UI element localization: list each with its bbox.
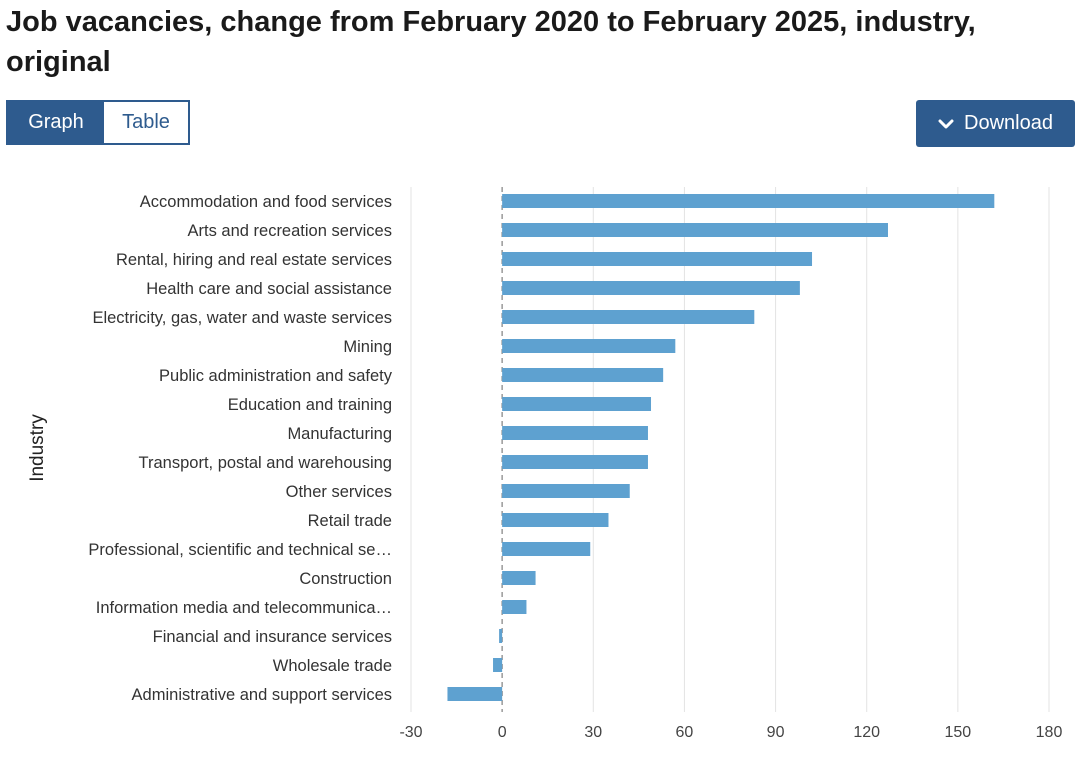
category-label: Wholesale trade [273, 657, 392, 675]
bar[interactable] [502, 455, 648, 469]
bar[interactable] [499, 629, 503, 643]
bar[interactable] [502, 513, 609, 527]
category-label: Electricity, gas, water and waste servic… [92, 309, 392, 327]
bar[interactable] [502, 397, 652, 411]
bar-layer [447, 194, 995, 701]
x-tick-label: 120 [853, 724, 880, 741]
category-label: Construction [299, 570, 392, 588]
x-tick-label: 0 [498, 724, 507, 741]
table-tab[interactable]: Table [104, 102, 188, 143]
x-tick-label: -30 [399, 724, 422, 741]
category-label: Professional, scientific and technical s… [88, 541, 392, 559]
bar[interactable] [502, 252, 813, 266]
bar[interactable] [502, 484, 630, 498]
category-label: Mining [343, 338, 392, 356]
x-tick-label: 180 [1036, 724, 1063, 741]
category-label: Transport, postal and warehousing [139, 454, 392, 472]
category-label: Public administration and safety [159, 367, 393, 385]
category-label: Other services [286, 483, 392, 501]
category-label: Manufacturing [287, 425, 392, 443]
bar[interactable] [502, 281, 800, 295]
bar[interactable] [502, 368, 664, 382]
bar[interactable] [502, 223, 888, 237]
bar[interactable] [502, 310, 755, 324]
category-label: Financial and insurance services [153, 628, 392, 646]
chevron-down-icon [938, 119, 954, 128]
label-layer: -30 0 30 60 90 120 150 180 Accommodation and foo… [88, 193, 1062, 741]
x-tick-label: 150 [945, 724, 972, 741]
view-toggle: Graph Table [6, 100, 190, 145]
category-label: Retail trade [308, 512, 392, 530]
category-label: Administrative and support services [132, 686, 392, 704]
chart-title: Job vacancies, change from February 2020… [6, 6, 976, 78]
bar[interactable] [502, 426, 648, 440]
bar[interactable] [502, 194, 995, 208]
bar[interactable] [502, 600, 527, 614]
x-tick-label: 90 [767, 724, 785, 741]
category-label: Accommodation and food services [140, 193, 392, 211]
x-tick-label: 30 [584, 724, 602, 741]
graph-tab[interactable]: Graph [8, 102, 104, 143]
download-label: Download [964, 112, 1053, 134]
category-label: Education and training [228, 396, 392, 414]
download-button[interactable]: Download [916, 100, 1075, 147]
bar[interactable] [502, 339, 676, 353]
x-tick-label: 60 [676, 724, 694, 741]
bar[interactable] [502, 542, 591, 556]
bar[interactable] [493, 658, 503, 672]
category-label: Health care and social assistance [146, 280, 392, 298]
grid-layer [410, 187, 1050, 712]
y-axis-title: Industry [27, 414, 48, 482]
category-label: Rental, hiring and real estate services [116, 251, 392, 269]
bar[interactable] [502, 571, 536, 585]
category-label: Arts and recreation services [187, 222, 392, 240]
category-label: Information media and telecommunica… [96, 599, 392, 617]
bar[interactable] [447, 687, 503, 701]
